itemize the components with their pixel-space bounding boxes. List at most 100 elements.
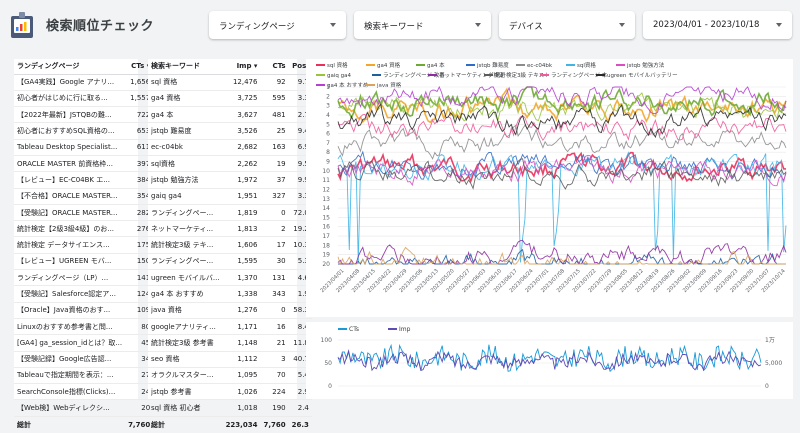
legend-label[interactable]: gaiq ga4 <box>327 73 351 79</box>
series-line[interactable] <box>337 85 787 115</box>
column-header-imp[interactable]: Imp ▾ <box>222 59 261 75</box>
legend-label[interactable]: ネットマーケティング検定 <box>439 71 505 79</box>
table-row[interactable]: ランディングページ（LP）... 141 <box>14 269 154 287</box>
table-row[interactable]: Tableauで指定期間を表示：... 27 <box>14 367 154 385</box>
legend-label[interactable]: ga4 本 <box>427 61 445 69</box>
table-row[interactable]: sql資格 2,262 19 9.5 <box>148 155 312 173</box>
legend-label[interactable]: java 資格 <box>376 81 402 89</box>
row-label-cell: 【レビュー】EC-C04BK エ... <box>14 171 126 189</box>
series-line[interactable] <box>337 92 787 123</box>
table-row[interactable]: ga4 資格 3,725 595 3.3 <box>148 90 312 108</box>
table-row[interactable]: ORACLE MASTER 前資格枠... 397 <box>14 155 154 173</box>
series-line[interactable] <box>337 246 786 266</box>
row-value-cell: 1,276 <box>222 302 261 319</box>
table-row[interactable]: ランディングペー... 1,819 0 72.0 <box>148 204 312 222</box>
series-line[interactable] <box>337 343 762 373</box>
table-row[interactable]: 【Web検】Webディレクシ... 20 <box>14 399 154 417</box>
series-line[interactable] <box>337 103 787 139</box>
legend-label[interactable]: sql 資格 <box>327 61 348 69</box>
legend-label[interactable]: ga4 資格 <box>377 61 401 69</box>
row-value-cell: 0 <box>260 204 289 222</box>
legend-label[interactable]: sql資格 <box>577 61 596 69</box>
row-value-cell: 1,595 <box>222 253 261 271</box>
row-value-cell: 595 <box>260 90 289 108</box>
table-row[interactable]: jstqb 難易度 3,526 25 9.4 <box>148 122 312 140</box>
series-line[interactable] <box>337 154 787 187</box>
table-row[interactable]: ga4 本 3,627 481 2.7 <box>148 106 312 124</box>
table-row[interactable]: 【不合格】ORACLE MASTER... 354 <box>14 188 154 205</box>
table-row[interactable]: 初心者におすすめSQL資格の... 653 <box>14 122 154 140</box>
table-row[interactable]: ga4 本 おすすめ 1,338 343 1.9 <box>148 285 312 303</box>
date-range-picker[interactable]: 2023/04/01 - 2023/10/18 <box>643 11 792 39</box>
table-row[interactable]: sql 資格 初心者 1,018 190 2.4 <box>148 399 312 417</box>
table-row[interactable]: googleアナリティ... 1,171 16 8.4 <box>148 318 312 336</box>
ct-imp-line-chart[interactable]: CTs Imp 100 1万 50 5,000 0 0 <box>306 322 793 399</box>
column-header-cts[interactable]: CTs <box>260 59 289 75</box>
table-row[interactable]: java 資格 1,276 0 58.3 <box>148 302 312 319</box>
y-tick-label: 5 <box>326 121 330 128</box>
table-row[interactable]: 【GA4実践】Google アナリ... 1,656 <box>14 74 154 91</box>
series-line[interactable] <box>337 151 787 263</box>
legend-label[interactable]: jstqb 難易度 <box>476 61 509 69</box>
table-row[interactable]: Linuxのおすすめ参考書と問... 80 <box>14 318 154 336</box>
legend-label[interactable]: 統計検定3級 テキスト <box>495 71 550 79</box>
ranking-line-chart[interactable]: sql 資格 ga4 資格 ga4 本 jstqb 難易度 ec-c04bk sql資格 j… <box>306 59 793 317</box>
table-row[interactable]: 統計検定【2級3級4級】のお... 276 <box>14 220 154 238</box>
series-line[interactable] <box>337 349 762 372</box>
table-row[interactable]: 初心者がはじめに行に取る... 1,557 <box>14 90 154 108</box>
table-row[interactable]: 統計検定 データサイエンス... 175 <box>14 236 154 254</box>
column-header-cts[interactable]: CTs ▾ <box>125 59 154 75</box>
table-row[interactable]: ec-c04bk 2,682 163 6.9 <box>148 139 312 156</box>
table-row[interactable]: gaiq ga4 1,951 327 3.3 <box>148 188 312 205</box>
table-row[interactable]: 【レビュー】EC-C04BK エ... 384 <box>14 171 154 189</box>
legend-label[interactable]: Imp <box>399 326 411 333</box>
table-row[interactable]: 【Oracle】Java資格のおす... 109 <box>14 302 154 319</box>
row-value-cell: 2 <box>260 220 289 238</box>
row-value-cell: 354 <box>125 188 154 205</box>
row-value-cell: 1,171 <box>222 318 261 336</box>
column-header-landing-page[interactable]: ランディングページ <box>14 59 126 75</box>
legend-label[interactable]: ga4 本 おすすめ <box>327 81 368 89</box>
table-row[interactable]: ランディングペー... 1,595 30 5.3 <box>148 253 312 271</box>
table-row[interactable]: 【受験記】ORACLE MASTER... 282 <box>14 204 154 222</box>
legend-label[interactable]: ec-c04bk <box>527 63 553 69</box>
table-row[interactable]: [GA4] ga_session_idとは？取... 45 <box>14 334 154 352</box>
table-row[interactable]: オラクルマスター... 1,095 70 5.4 <box>148 367 312 385</box>
table-row[interactable]: ugreen モバイルバ... 1,370 131 4.6 <box>148 269 312 287</box>
legend-label[interactable]: ランディングページ 本 <box>551 71 608 79</box>
row-label-cell: ネットマーケティ... <box>148 220 223 238</box>
legend-label[interactable]: jstqb 勉強方法 <box>626 61 665 69</box>
table-row[interactable]: 【受験記】Salesforce認定ア... 124 <box>14 285 154 303</box>
table-row[interactable]: ネットマーケティ... 1,813 2 19.2 <box>148 220 312 238</box>
legend-label[interactable]: ugreen モバイルバッテリー <box>607 72 678 79</box>
table-row[interactable]: 【レビュー】UGREEN モバ... 150 <box>14 253 154 271</box>
table-row[interactable]: 【受験記録】Google広告認... 34 <box>14 351 154 368</box>
table-row[interactable]: Tableau Desktop Specialist... 611 <box>14 139 154 156</box>
table-row[interactable]: sql 資格 12,476 92 9.7 <box>148 74 312 91</box>
landing-page-filter[interactable]: ランディングページ <box>209 11 346 39</box>
table-row[interactable]: jstqb 参考書 1,026 224 2.9 <box>148 383 312 401</box>
row-label-cell: sql 資格 初心者 <box>148 399 223 417</box>
device-filter[interactable]: デバイス <box>499 11 635 39</box>
y-tick-label: 6 <box>326 131 330 138</box>
table-row[interactable]: 統計検定3級 参考書 1,148 21 11.8 <box>148 334 312 352</box>
table-row[interactable]: 【2022年最新】JSTQBの難... 722 <box>14 106 154 124</box>
series-line[interactable] <box>337 86 787 120</box>
series-line[interactable] <box>337 124 787 160</box>
series-line[interactable] <box>337 158 787 190</box>
table-row[interactable]: jstqb 勉強方法 1,972 37 9.9 <box>148 171 312 189</box>
row-label-cell: 【GA4実践】Google アナリ... <box>14 74 126 91</box>
table-row[interactable]: SearchConsole指標(Clicks)... 24 <box>14 383 154 401</box>
row-value-cell: 1,606 <box>222 236 261 254</box>
series-line[interactable] <box>337 239 787 266</box>
table-row[interactable]: seo 資格 1,112 3 40.7 <box>148 351 312 368</box>
legend-label[interactable]: CTs <box>349 326 359 333</box>
row-label-cell: 【受験記】ORACLE MASTER... <box>14 204 126 222</box>
legend-label[interactable]: ランディングページ 改善 <box>383 71 445 79</box>
filter-label: デバイス <box>509 22 543 32</box>
table-row[interactable]: 統計検定3級 テキ... 1,606 17 10.3 <box>148 236 312 254</box>
column-header-keyword[interactable]: 検索キーワード <box>148 59 223 75</box>
row-value-cell: 1,972 <box>222 171 261 189</box>
y-tick-label: 19 <box>322 252 330 259</box>
keyword-filter[interactable]: 検索キーワード <box>354 11 491 39</box>
